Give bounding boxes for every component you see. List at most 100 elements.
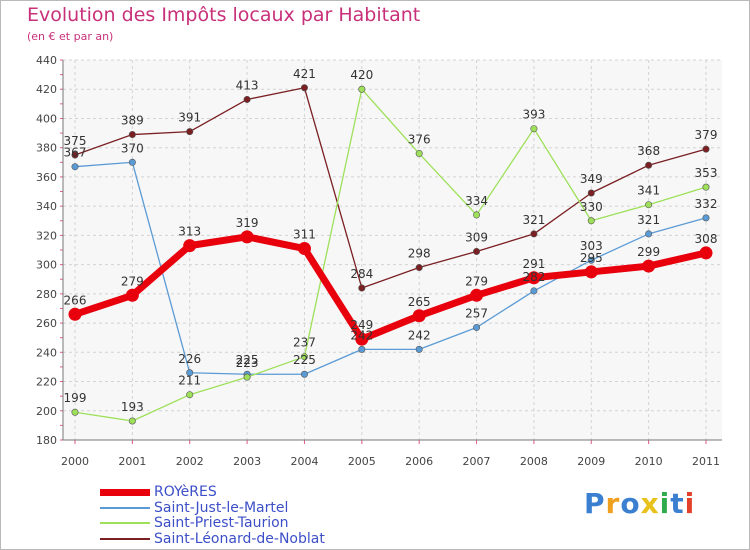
data-label: 379 — [695, 128, 718, 142]
y-tick-label: 240 — [36, 346, 57, 359]
data-point — [412, 309, 426, 323]
data-label: 226 — [178, 352, 201, 366]
legend-swatch — [100, 489, 150, 496]
data-label: 420 — [350, 68, 373, 82]
brand-letter: t — [670, 487, 685, 520]
x-tick-label: 2008 — [520, 455, 548, 468]
data-label: 295 — [580, 251, 603, 265]
chart-subtitle: (en € et par an) — [27, 30, 114, 43]
data-point — [473, 211, 481, 219]
data-point — [587, 217, 595, 225]
data-label: 303 — [580, 239, 603, 253]
data-label: 284 — [350, 267, 373, 281]
data-point — [473, 247, 481, 255]
brand-logo: Proxiti — [584, 487, 695, 520]
data-label: 309 — [465, 230, 488, 244]
data-label: 370 — [121, 141, 144, 155]
data-point — [530, 287, 538, 295]
data-label: 353 — [695, 166, 718, 180]
data-point — [358, 284, 366, 292]
data-label: 257 — [465, 306, 488, 320]
data-point — [71, 163, 79, 171]
data-label: 242 — [350, 328, 373, 342]
data-label: 298 — [408, 247, 431, 261]
data-point — [128, 158, 136, 166]
y-tick-label: 280 — [36, 288, 57, 301]
x-tick-label: 2000 — [61, 455, 89, 468]
x-tick-label: 2004 — [290, 455, 318, 468]
y-tick-label: 180 — [36, 434, 57, 447]
legend-label: Saint-Léonard-de-Noblat — [154, 530, 325, 547]
brand-letter: r — [605, 487, 621, 520]
data-label: 311 — [293, 228, 316, 242]
brand-letter: x — [640, 487, 660, 520]
data-label: 393 — [522, 108, 545, 122]
data-label: 193 — [121, 400, 144, 414]
data-label: 265 — [408, 295, 431, 309]
data-point — [642, 259, 656, 273]
data-label: 421 — [293, 67, 316, 81]
data-point — [530, 230, 538, 238]
data-label: 279 — [465, 274, 488, 288]
y-tick-label: 440 — [36, 54, 57, 67]
data-point — [587, 256, 595, 264]
data-point — [186, 369, 194, 377]
y-tick-label: 340 — [36, 200, 57, 213]
data-label: 334 — [465, 194, 488, 208]
data-point — [300, 84, 308, 92]
x-tick-label: 2003 — [233, 455, 261, 468]
legend-swatch — [100, 506, 150, 509]
series-line — [74, 87, 707, 289]
y-tick-label: 380 — [36, 142, 57, 155]
y-tick-label: 220 — [36, 376, 57, 389]
data-label: 389 — [121, 114, 144, 128]
data-point — [297, 242, 311, 256]
data-point — [530, 125, 538, 133]
data-point — [71, 151, 79, 159]
data-label: 291 — [522, 257, 545, 271]
data-label: 367 — [64, 146, 87, 160]
x-tick-label: 2005 — [348, 455, 376, 468]
data-point — [702, 145, 710, 153]
data-point — [358, 85, 366, 93]
data-point — [300, 353, 308, 361]
legend-label: Saint-Just-le-Martel — [154, 499, 289, 516]
data-point — [183, 239, 197, 253]
data-label: 313 — [178, 225, 201, 239]
data-point — [415, 345, 423, 353]
data-label: 211 — [178, 374, 201, 388]
data-label: 330 — [580, 200, 603, 214]
data-point — [243, 95, 251, 103]
data-label: 282 — [522, 270, 545, 284]
brand-letter: o — [620, 487, 641, 520]
data-label: 349 — [580, 172, 603, 186]
data-point — [645, 230, 653, 238]
legend-swatch — [100, 537, 150, 540]
data-label: 332 — [695, 197, 718, 211]
data-label: 321 — [522, 213, 545, 227]
data-point — [527, 271, 541, 285]
plot-background — [63, 60, 722, 440]
data-point — [358, 345, 366, 353]
data-label: 299 — [637, 245, 660, 259]
legend-label: ROYèRES — [154, 484, 217, 500]
data-point — [699, 246, 713, 260]
legend-swatch — [100, 522, 150, 524]
data-point — [645, 201, 653, 209]
data-label: 391 — [178, 111, 201, 125]
series-line — [71, 233, 710, 343]
data-point — [71, 408, 79, 416]
x-tick-label: 2001 — [118, 455, 146, 468]
y-tick-label: 420 — [36, 83, 57, 96]
data-label: 375 — [64, 134, 87, 148]
y-tick-label: 260 — [36, 317, 57, 330]
data-label: 225 — [236, 353, 259, 367]
data-point — [415, 150, 423, 158]
data-point — [702, 214, 710, 222]
data-label: 376 — [408, 133, 431, 147]
x-tick-label: 2007 — [463, 455, 491, 468]
x-tick-label: 2009 — [577, 455, 605, 468]
data-point — [300, 370, 308, 378]
y-tick-label: 320 — [36, 229, 57, 242]
